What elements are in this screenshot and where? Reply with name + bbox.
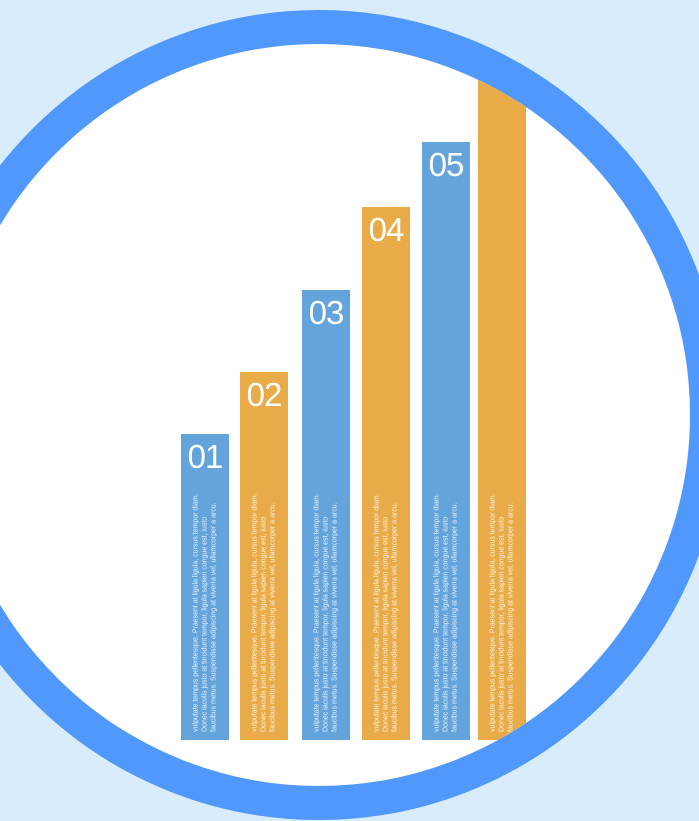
bar-04: 04 vulputate tempus pellentesque. Praese… [362,207,410,740]
bar-03: 03 vulputate tempus pellentesque. Praese… [302,290,350,740]
bar-paragraph: vulputate tempus pellentesque. Praesent … [433,493,459,732]
bar-number: 04 [368,211,405,248]
bar-05: 05 vulputate tempus pellentesque. Praese… [422,142,470,740]
bar-paragraph: vulputate tempus pellentesque. Praesent … [373,493,399,732]
bar-06: vulputate tempus pellentesque. Praesent … [478,44,526,740]
bar-number: 05 [428,146,465,183]
bar-paragraph: vulputate tempus pellentesque. Praesent … [313,493,339,732]
bar-02: 02 vulputate tempus pellentesque. Praese… [240,372,288,740]
bar-01: 01 vulputate tempus pellentesque. Praese… [181,434,229,740]
bar-paragraph: vulputate tempus pellentesque. Praesent … [192,493,218,732]
bar-paragraph: vulputate tempus pellentesque. Praesent … [489,493,515,732]
bar-number: 01 [187,438,224,475]
bar-number: 02 [246,376,283,413]
bar-paragraph: vulputate tempus pellentesque. Praesent … [251,493,277,732]
bar-number: 03 [308,294,345,331]
ring-frame: 01 vulputate tempus pellentesque. Praese… [0,10,699,820]
